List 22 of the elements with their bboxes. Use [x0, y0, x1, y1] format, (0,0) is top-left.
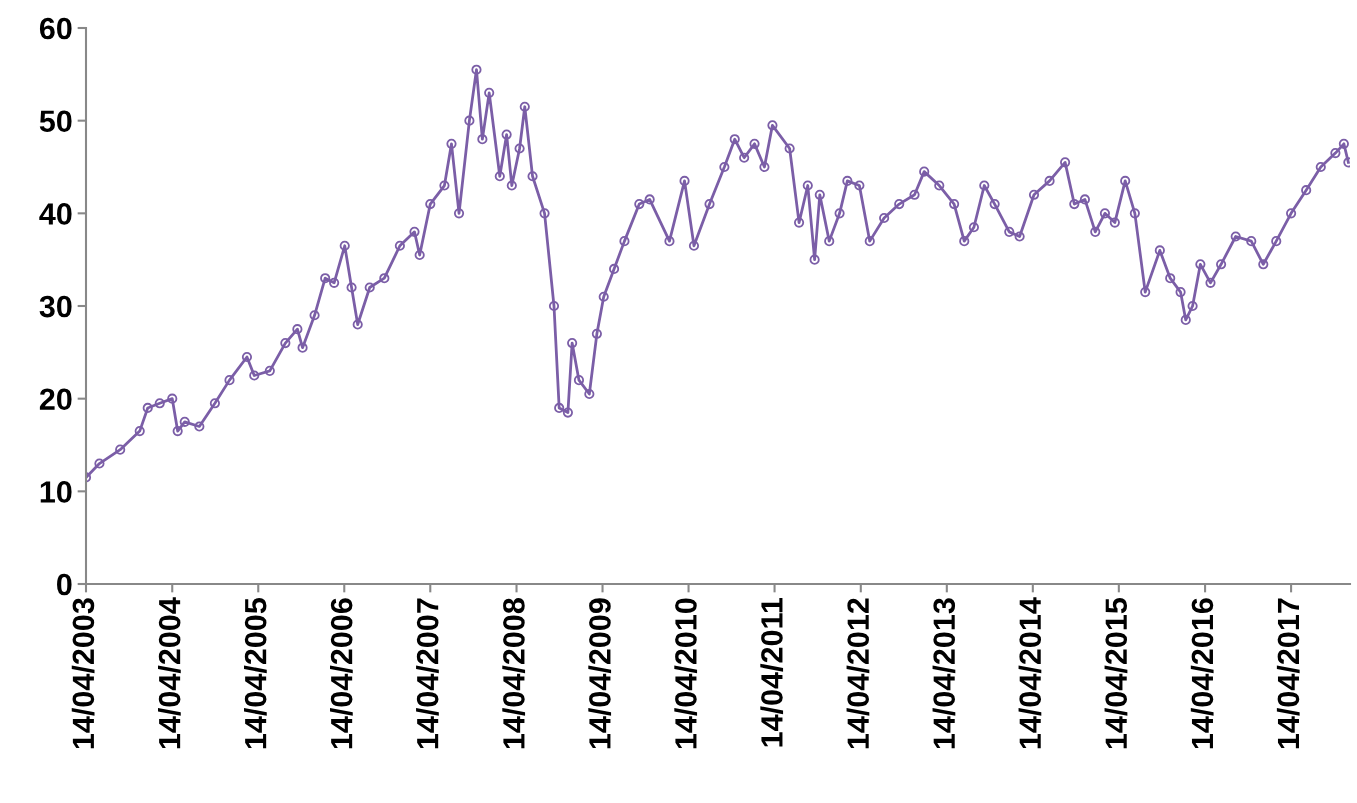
x-tick-label: 14/04/2008	[502, 598, 526, 749]
x-tick-label: 14/04/2011	[760, 598, 784, 747]
x-tick-label: 14/04/2010	[674, 598, 698, 749]
y-tick-label: 20	[39, 388, 72, 411]
y-tick-label: 10	[40, 481, 72, 503]
x-tick-label: 14/04/2016	[1190, 598, 1214, 749]
x-tick-label: 14/04/2004	[158, 597, 181, 749]
x-tick-label: 14/04/2015	[1104, 598, 1128, 749]
x-tick-label: 14/04/2006	[330, 598, 353, 749]
y-tick-label: 40	[39, 203, 72, 225]
x-tick-label: 14/04/2014	[1018, 597, 1042, 749]
x-tick-label: 14/04/2013	[932, 598, 956, 749]
y-tick-label: 50	[39, 110, 72, 133]
x-tick-label: 14/04/2009	[588, 598, 612, 749]
y-tick-label: 60	[39, 17, 72, 40]
x-tick-label: 14/04/2012	[846, 598, 870, 749]
x-tick-label: 14/04/2017	[1276, 598, 1300, 749]
y-tick-label: 30	[39, 295, 72, 318]
x-tick-label: 14/04/2007	[416, 598, 439, 749]
x-tick-label: 14/04/2003	[71, 598, 95, 749]
y-tick-label: 0	[57, 573, 72, 596]
x-tick-label: 14/04/2005	[244, 598, 267, 749]
